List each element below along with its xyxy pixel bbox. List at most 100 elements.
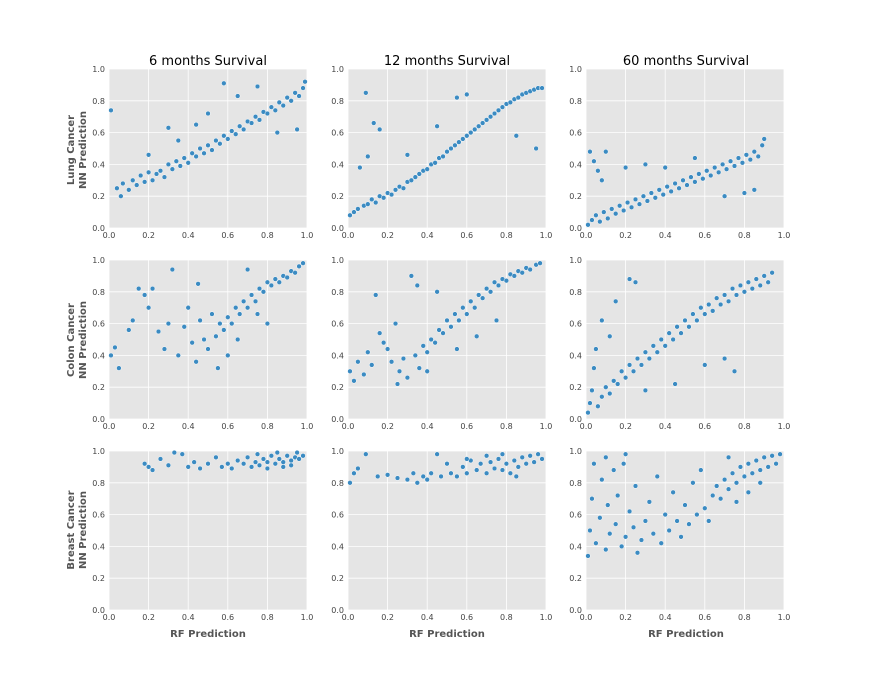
data-point [704,168,710,174]
data-point [702,362,708,368]
data-point [252,459,259,465]
data-point [749,470,755,476]
data-point [607,531,613,537]
data-point [634,550,641,556]
data-point [254,83,261,90]
panel-breast-12m-background [348,451,546,610]
x-tick-label: 0.8 [738,422,751,431]
x-tick-label: 1.0 [778,231,791,240]
data-point [272,107,278,113]
data-point [527,453,533,459]
x-tick-label: 0.6 [221,422,234,431]
data-point [668,188,674,195]
data-point [632,196,639,203]
row-label-lung-line2: NN Prediction [78,111,89,189]
data-point [213,333,219,339]
panel-colon-6m: 0.00.0 0.2 0.2 0.4 0.4 0.6 0.6 0.8 0.8 1.0 1.0 [92,256,313,431]
data-point [130,317,136,324]
data-point [436,327,442,333]
data-point [244,305,251,311]
data-point [706,518,712,524]
data-point [254,451,261,457]
data-point [636,201,643,207]
data-point [593,212,599,218]
row-label-colon: Colon Cancer NN Prediction [66,301,89,379]
y-tick-label: 1.0 [331,65,344,74]
data-point [351,209,357,215]
data-point [244,454,251,461]
data-point [519,454,525,461]
data-point [300,453,306,459]
data-point [491,110,498,117]
data-point [618,543,625,550]
data-point [626,362,633,368]
y-tick-label: 0.8 [92,479,105,488]
column-title-60-months: 60 months Survival [623,54,749,69]
data-point [698,305,704,311]
data-point [603,454,609,461]
data-point [630,524,637,530]
data-point [420,473,426,480]
data-point [640,193,647,199]
data-point [654,349,660,355]
data-point [235,93,241,99]
data-point [175,137,181,144]
data-point [408,273,415,279]
row-label-breast-line2: NN Prediction [78,491,89,569]
data-point [599,476,605,483]
data-point [380,340,387,346]
data-point [240,461,247,467]
data-point [587,527,593,534]
data-point [717,301,724,308]
x-tick-label: 0.6 [221,613,234,622]
y-tick-label: 0.0 [331,415,344,424]
data-point [733,480,740,486]
data-point [280,464,286,470]
data-point [114,185,120,191]
data-point [112,344,118,351]
data-point [130,177,136,183]
data-point [248,292,255,298]
data-point [483,117,490,123]
data-point [487,114,494,120]
data-point [759,142,765,148]
data-point [688,174,694,180]
y-tick-label: 0.2 [331,192,344,201]
data-point [448,145,454,152]
data-point [205,142,211,148]
data-point [692,179,698,185]
data-point [672,381,678,387]
data-point [254,311,261,317]
data-point [444,149,450,155]
data-point [585,222,591,228]
data-point [434,289,440,295]
data-point [761,273,767,279]
data-point [169,166,176,172]
data-point [274,449,280,456]
data-point [296,93,302,99]
data-point [539,85,545,91]
data-point [733,499,740,505]
data-point [197,465,203,472]
data-point [268,282,275,289]
panel-lung-12m: 0.00.0 0.2 0.2 0.4 0.4 0.6 0.6 0.8 0.8 1.0 1.0 [331,65,552,240]
x-tick-label: 0.0 [103,613,116,622]
data-point [755,153,761,160]
data-point [424,368,430,374]
data-point [674,324,680,330]
data-point [181,324,187,330]
data-point [587,149,593,155]
data-point [126,327,132,333]
x-tick-label: 0.6 [221,231,234,240]
data-point [213,454,219,461]
data-point [165,462,172,468]
data-point [702,505,708,511]
x-tick-label: 0.4 [421,422,434,431]
data-point [626,276,633,282]
data-point [215,365,221,371]
data-point [369,362,375,368]
data-point [599,317,605,324]
data-point [414,480,420,486]
data-point [165,320,172,327]
data-point [731,368,738,374]
